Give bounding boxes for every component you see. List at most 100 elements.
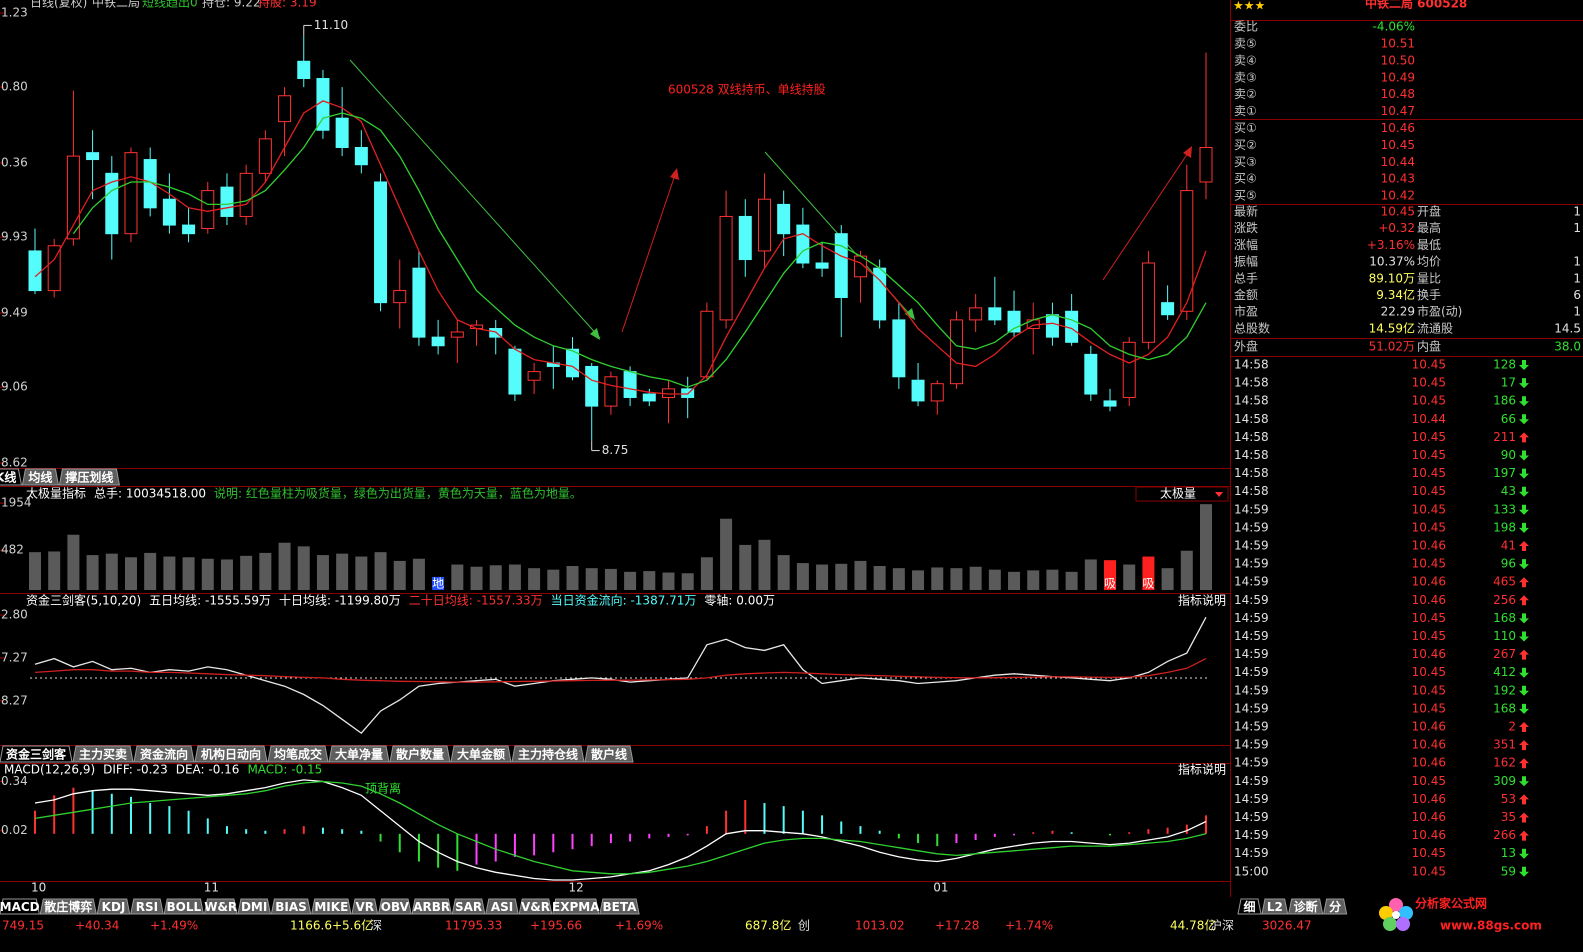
y-tick-label: 9.93 (1, 230, 28, 244)
info-value: 51.02万 (1369, 340, 1415, 354)
tab-label[interactable]: 主力买卖 (79, 747, 127, 762)
tab-label[interactable]: 细 (1243, 899, 1255, 914)
status-item: 44.78亿 (1170, 918, 1216, 933)
tab-label[interactable]: RSI (136, 900, 158, 914)
arrowhead (590, 328, 600, 340)
top-bar-text: 短线趋出0 (142, 0, 198, 10)
volume-bar (950, 568, 963, 590)
candle-body (258, 138, 272, 174)
tab-label[interactable]: OBV (381, 900, 410, 914)
tab-label[interactable]: 均线 (28, 470, 52, 485)
candle-body (105, 172, 119, 235)
bar-label: 吸 (1104, 577, 1116, 591)
info-value: +0.32 (1378, 221, 1415, 235)
arrowhead (670, 168, 679, 180)
tab-label[interactable]: SAR (455, 900, 482, 914)
status-item: 1013.02 (855, 919, 905, 933)
tab-label[interactable]: L2 (1267, 900, 1283, 914)
candle-body (316, 78, 330, 131)
tick-time: 14:59 (1234, 575, 1269, 589)
candle-body (623, 371, 637, 398)
tab-label[interactable]: K线 (0, 470, 16, 485)
candle-body (1045, 314, 1059, 338)
tick-volume: 43 (1501, 484, 1516, 498)
volume-bar (1008, 571, 1021, 590)
volume-bar (451, 564, 464, 590)
tick-time: 14:58 (1234, 430, 1269, 444)
help-link[interactable]: 指标说明 (1178, 762, 1226, 777)
tab-label[interactable]: 散户数量 (396, 747, 444, 762)
tick-price: 10.45 (1412, 629, 1446, 643)
tab-label[interactable]: BETA (603, 900, 638, 914)
indicator-header: 二十日均线: -1557.33万 (409, 594, 543, 608)
tab-label[interactable]: 机构日动向 (201, 747, 261, 762)
tab-label[interactable]: KDJ (102, 900, 126, 914)
book-label: 卖⑤ (1234, 37, 1257, 51)
volume-bar (1200, 504, 1212, 590)
tab-label[interactable]: DMI (241, 900, 267, 914)
candle-body (969, 307, 983, 321)
tab-label[interactable]: ARBR (413, 900, 450, 914)
tick-volume: 211 (1493, 430, 1516, 444)
tab-label[interactable]: 均笔成交 (274, 747, 322, 762)
top-bar-text: 中铁二局 (92, 0, 140, 10)
volume-bar (912, 570, 925, 590)
tick-time: 14:59 (1234, 738, 1269, 752)
tab-label[interactable]: 散庄博弈 (44, 899, 92, 914)
indicator-header: 当日资金流向: -1387.71万 (551, 593, 697, 608)
y-tick-label: 9.49 (1, 306, 28, 320)
tab-label[interactable]: 分 (1329, 899, 1341, 914)
tick-time: 14:58 (1234, 412, 1269, 426)
top-bar-text: 持仓: 9.22 (202, 0, 261, 10)
tab-label[interactable]: 资金流向 (140, 747, 188, 762)
info-label: 总股数 (1234, 320, 1270, 335)
tab-label[interactable]: ASI (491, 900, 513, 914)
top-bar-text: 持股: 3.19 (258, 0, 317, 10)
tab-label[interactable]: 诊断 (1294, 899, 1318, 914)
book-label: 买② (1234, 138, 1257, 152)
candle-body (220, 186, 234, 217)
volume-bar (124, 557, 137, 590)
y-tick-label: 8.62 (1, 456, 28, 470)
tab-label[interactable]: 大单金额 (457, 747, 505, 762)
tab-label[interactable]: 大单净量 (335, 747, 383, 762)
min-label: 8.75 (602, 443, 629, 457)
tick-volume: 17 (1501, 376, 1516, 390)
help-link[interactable]: 指标说明 (1178, 593, 1226, 608)
tab-label[interactable]: MACD (0, 900, 40, 914)
tick-volume: 186 (1493, 394, 1516, 408)
logo-url: www.88gs.com (1440, 919, 1542, 933)
indicator-header: MACD: -0.15 (247, 763, 322, 777)
tab-label[interactable]: W&R (204, 900, 237, 914)
x-tick-label: 11 (204, 881, 219, 895)
tick-time: 14:58 (1234, 448, 1269, 462)
candle-body (354, 146, 368, 166)
y-tick-label: 0.36 (1, 156, 28, 170)
tab-label[interactable]: 散户线 (591, 747, 627, 762)
tick-price: 10.45 (1412, 864, 1446, 878)
tab-label[interactable]: EXPMA (552, 900, 600, 914)
tab-label[interactable]: BIAS (275, 900, 307, 914)
petal (1399, 906, 1413, 920)
tick-volume: 41 (1501, 539, 1516, 553)
candle-body (239, 172, 253, 217)
tab-label[interactable]: 资金三剑客 (6, 747, 67, 762)
tab-label[interactable]: 主力持仓线 (518, 747, 578, 762)
volume-bar (163, 556, 176, 590)
tab-label[interactable]: VR (356, 900, 375, 914)
tab-label[interactable]: BOLL (167, 900, 202, 914)
tab-label[interactable]: V&R (521, 900, 550, 914)
tick-time: 14:59 (1234, 502, 1269, 516)
volume-bar (316, 555, 329, 590)
tab-label[interactable]: 撑压划线 (65, 470, 113, 485)
tick-volume: 96 (1501, 557, 1516, 571)
tick-volume: 309 (1493, 774, 1516, 788)
volume-bar (547, 569, 560, 590)
book-label: 卖④ (1234, 53, 1257, 67)
volume-bar (892, 568, 905, 590)
tab-label[interactable]: MIKE (314, 900, 348, 914)
book-label: 买④ (1234, 172, 1257, 186)
indicator-line (34, 780, 1207, 875)
info-label: 换手 (1417, 288, 1441, 302)
tab-bg (377, 898, 412, 915)
